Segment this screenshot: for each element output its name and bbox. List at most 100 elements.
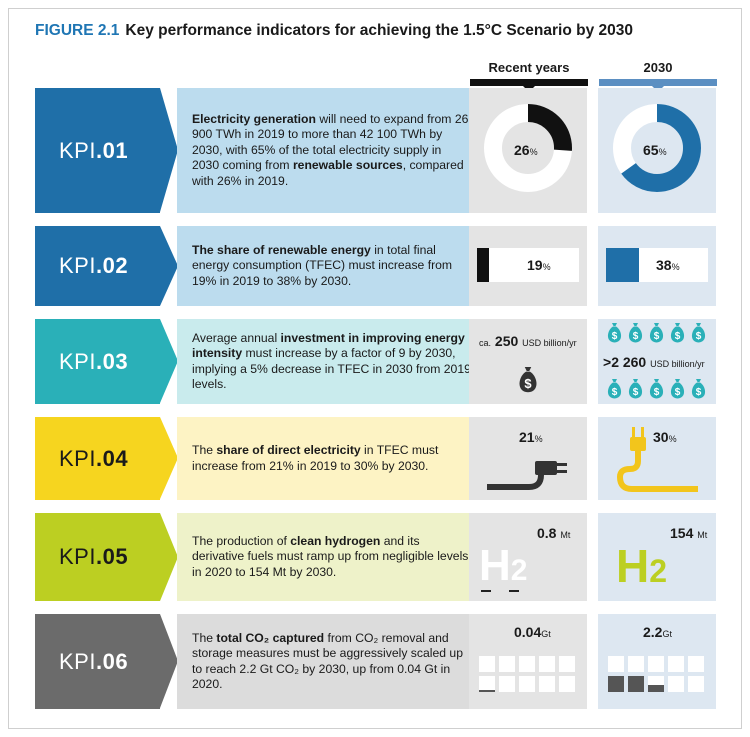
description-text: from CO₂ removal and storage measures mu… xyxy=(192,630,463,692)
kpi-label-box-02: KPI.02 xyxy=(35,226,160,306)
kpi-06-recent-value: 0.04Gt xyxy=(514,624,551,640)
kpi-row-02: KPI.02 The share of renewable energy in … xyxy=(35,226,719,306)
co2-grid-fill xyxy=(628,676,644,692)
svg-text:$: $ xyxy=(612,331,618,342)
co2-grid-cell xyxy=(479,676,495,692)
kpi-03-2030-value: >2 260 USD billion/yr xyxy=(603,354,705,370)
kpi-description-06: The total CO₂ captured from CO₂ removal … xyxy=(177,614,481,709)
kpi-label-04: KPI.04 xyxy=(59,445,129,471)
kpi-label-box-01: KPI.01 xyxy=(35,88,160,213)
co2-grid-cell xyxy=(519,676,535,692)
donut-chart-recent xyxy=(484,104,572,192)
money-bag-icon: $ xyxy=(628,379,643,399)
kpi-description-05: The production of clean hydrogen and its… xyxy=(177,513,481,601)
description-bold-text: Electricity generation xyxy=(192,111,316,126)
kpi-03-2030-cell: $ $ $ $ $ >2 260 USD billion/yr $ $ $ $ $ xyxy=(598,319,716,404)
kpi-row-04: KPI.04 The share of direct electricity i… xyxy=(35,417,719,500)
column-header-2030: 2030 xyxy=(643,60,673,75)
co2-grid-cell xyxy=(559,656,575,672)
kpi-04-2030-cell: 30% xyxy=(598,417,716,500)
co2-grid-cell xyxy=(688,676,704,692)
electric-plug-icon-recent xyxy=(487,461,567,490)
description-bold-text: renewable sources xyxy=(292,158,403,173)
donut-arc-2030 xyxy=(613,104,701,192)
kpi-label-05: KPI.05 xyxy=(59,544,129,569)
description-text: in TFEC must increase from 21% in 2019 t… xyxy=(192,443,439,473)
money-bag-icon: $ xyxy=(670,379,685,399)
kpi-05-2030-value: 154 Mt xyxy=(670,525,708,541)
description-bold-text: total CO₂ captured xyxy=(216,630,325,645)
svg-text:$: $ xyxy=(633,331,639,342)
kpi-label-06: KPI.06 xyxy=(59,648,129,674)
description-text: Average annual xyxy=(192,330,281,345)
kpi-05-recent-value: 0.8 Mt xyxy=(537,525,571,541)
kpi-04-2030-value: 30% xyxy=(653,429,677,445)
co2-grid-cell xyxy=(628,656,644,672)
co2-grid-cell xyxy=(479,656,495,672)
kpi-03-recent-value: ca. 250 USD billion/yr xyxy=(479,333,577,349)
co2-grid-cell xyxy=(539,676,555,692)
kpi-arrow-04 xyxy=(160,417,178,499)
svg-text:$: $ xyxy=(675,331,681,342)
column-header-recent: Recent years xyxy=(488,60,570,75)
hydrogen-base-mark-recent-2 xyxy=(509,590,519,592)
kpi-label-02: KPI.02 xyxy=(59,253,129,278)
svg-text:$: $ xyxy=(654,331,660,342)
kpi-02-recent-value: 19% xyxy=(527,257,551,273)
co2-grid-cell xyxy=(688,656,704,672)
kpi-05-recent-cell: 0.8 Mt H2 xyxy=(469,513,587,601)
kpi-label-01: KPI.01 xyxy=(59,137,129,163)
svg-text:$: $ xyxy=(633,387,639,398)
svg-text:$: $ xyxy=(524,376,532,391)
co2-grid-cell xyxy=(539,656,555,672)
figure-title: FIGURE 2.1 Key performance indicators for… xyxy=(35,22,633,40)
description-bold-text: share of direct electricity xyxy=(216,443,361,457)
kpi-02-2030-value: 38% xyxy=(656,257,680,273)
money-bag-icon: $ xyxy=(519,367,537,393)
co2-grid-fill xyxy=(648,684,664,692)
kpi-label-box-05: KPI.05 xyxy=(35,513,160,601)
description-text: and its derivative fuels must ramp up fr… xyxy=(192,533,469,579)
kpi-01-2030-value: 65% xyxy=(643,142,667,158)
money-bag-icon: $ xyxy=(649,379,664,399)
co2-grid-cell xyxy=(559,676,575,692)
description-text: The production of xyxy=(192,533,291,548)
hydrogen-base-mark-recent-1 xyxy=(481,590,491,592)
kpi-label-box-06: KPI.06 xyxy=(35,614,160,709)
donut-chart-2030 xyxy=(613,104,701,192)
kpi-arrow-03 xyxy=(160,319,178,403)
kpi-04-recent-cell: 21% xyxy=(469,417,587,500)
co2-grid-cell xyxy=(499,676,515,692)
kpi-06-2030-value: 2.2Gt xyxy=(643,624,672,640)
kpi-06-2030-cell: 2.2Gt xyxy=(598,614,716,709)
hydrogen-label-recent: H2 xyxy=(479,541,528,590)
kpi-label-box-03: KPI.03 xyxy=(35,319,160,404)
money-bag-icon: $ xyxy=(628,323,643,343)
kpi-01-2030-cell: 65% xyxy=(598,88,716,213)
kpi-04-recent-value: 21% xyxy=(519,429,543,445)
kpi-row-06: KPI.06 The total CO₂ captured from CO₂ r… xyxy=(35,614,719,709)
share-bar-fill-2030 xyxy=(606,248,639,282)
kpi-06-recent-cell: 0.04Gt xyxy=(469,614,587,709)
description-text: The xyxy=(192,630,217,645)
kpi-arrow-05 xyxy=(160,513,178,601)
kpi-label-box-04: KPI.04 xyxy=(35,417,160,500)
svg-text:$: $ xyxy=(654,387,660,398)
svg-text:$: $ xyxy=(675,387,681,398)
co2-grid-cell xyxy=(499,656,515,672)
donut-arc-recent xyxy=(484,104,572,192)
money-bag-icon: $ xyxy=(607,379,622,399)
kpi-row-03: KPI.03 Average annual investment in impr… xyxy=(35,319,719,404)
co2-grid-cell xyxy=(668,676,684,692)
kpi-description-03: Average annual investment in improving e… xyxy=(177,319,481,404)
description-text: , compared with 26% in 2019. xyxy=(192,158,464,188)
description-bold-text: investment in improving energy intensity xyxy=(192,330,465,361)
share-bar-recent: 19% xyxy=(477,248,579,282)
co2-grid-cell xyxy=(648,656,664,672)
kpi-row-05: KPI.05 The production of clean hydrogen … xyxy=(35,513,719,601)
kpi-arrow-06 xyxy=(160,614,178,708)
column-bar-2030 xyxy=(599,79,717,92)
figure-title-text: Key performance indicators for achieving… xyxy=(125,22,633,39)
kpi-03-recent-cell: ca. 250 USD billion/yr $ xyxy=(469,319,587,404)
kpi-arrow-02 xyxy=(160,226,178,306)
